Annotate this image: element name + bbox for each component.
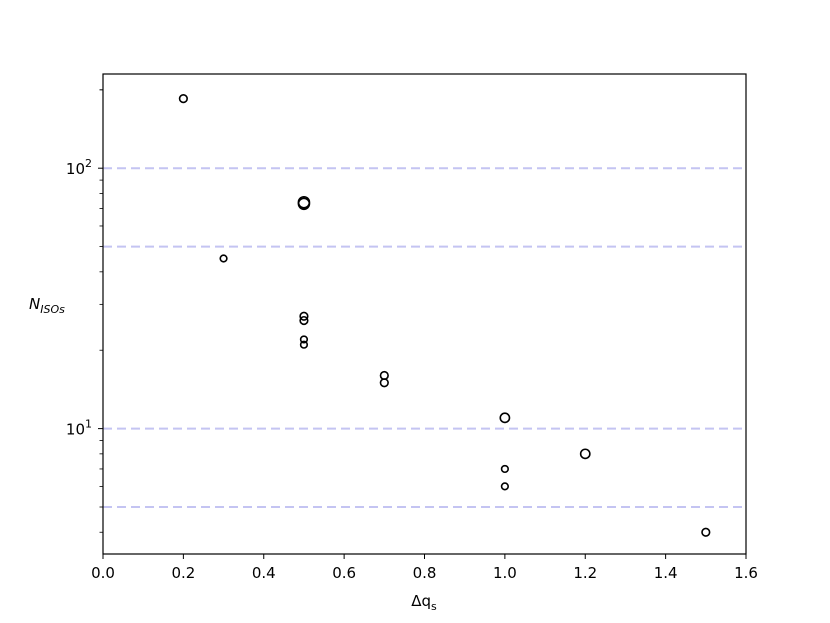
x-axis-label: Δqs (411, 592, 437, 613)
y-axis-ticks: 101 102 (66, 157, 103, 439)
x-tick-label: 1.2 (573, 564, 597, 582)
y-axis-label-sub: ISOs (40, 303, 65, 316)
scatter-point (579, 448, 591, 460)
reference-lines (103, 167, 746, 509)
scatter-point (299, 311, 309, 321)
x-tick-label: 0.0 (91, 564, 115, 582)
x-tick-label: 1.0 (493, 564, 517, 582)
scatter-point (500, 464, 509, 474)
x-axis-ticks: 0.0 0.2 0.4 0.6 0.8 1.0 1.2 1.4 1.6 (91, 554, 758, 582)
x-tick-label: 0.8 (413, 564, 437, 582)
scatter-point (219, 254, 228, 263)
x-tick-label: 0.2 (171, 564, 195, 582)
x-axis-label-sub: s (431, 600, 437, 613)
scatter-point (299, 335, 309, 344)
x-tick-label: 0.6 (332, 564, 356, 582)
plot-frame (102, 73, 747, 555)
y-tick-label: 102 (66, 157, 92, 178)
scatter-point (299, 340, 309, 349)
x-tick-label: 1.6 (734, 564, 758, 582)
scatter-point (299, 315, 309, 326)
y-axis-label: NISOs (29, 295, 65, 316)
scatter-point (379, 370, 389, 381)
scatter-point (701, 527, 711, 537)
scatter-point (500, 482, 509, 491)
x-tick-label: 1.4 (654, 564, 678, 582)
scatter-point (499, 412, 511, 424)
y-tick-label: 101 (66, 418, 92, 439)
y-axis-label-base: N (29, 295, 40, 313)
scatter-point (178, 94, 188, 104)
x-tick-label: 0.4 (252, 564, 276, 582)
scatter-point (379, 378, 389, 388)
data-points (178, 94, 711, 537)
scatter-point (297, 197, 311, 211)
x-axis-label-base: Δq (411, 592, 431, 610)
